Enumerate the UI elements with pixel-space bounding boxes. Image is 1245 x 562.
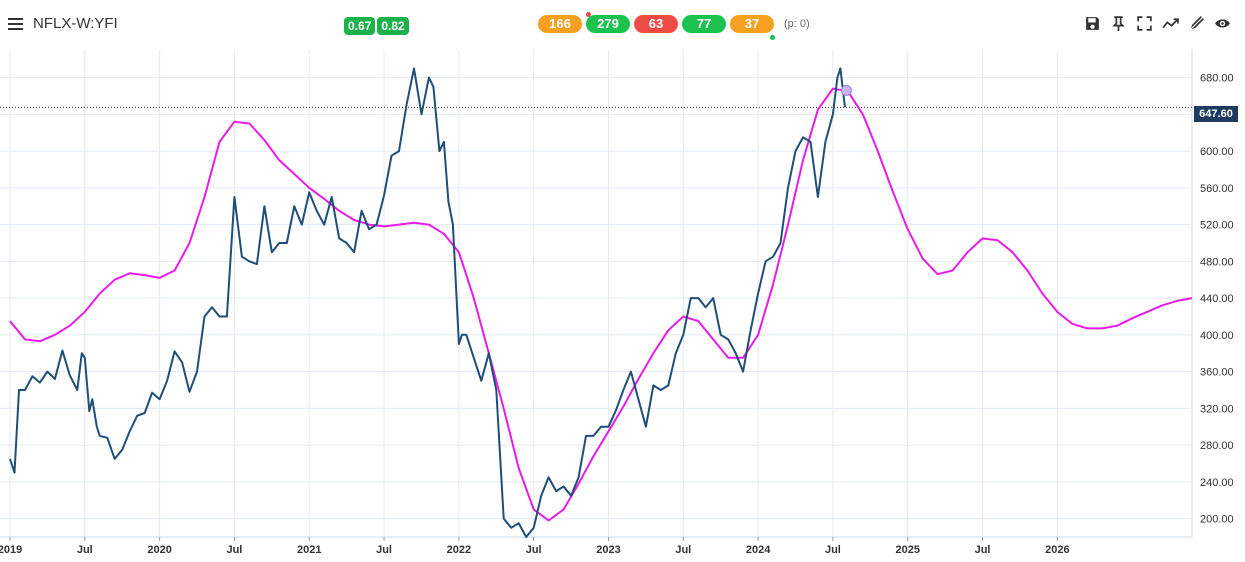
- y-tick-label: 360.00: [1200, 367, 1234, 379]
- draw-icon[interactable]: [1188, 15, 1205, 32]
- save-icon[interactable]: [1084, 15, 1101, 32]
- p-stat: (p: 0): [784, 18, 810, 30]
- x-tick-label: 2025: [895, 544, 919, 556]
- signal-pill[interactable]: 37: [730, 15, 774, 33]
- signal-pill[interactable]: 77: [682, 15, 726, 33]
- x-tick-label: Jul: [975, 544, 991, 556]
- status-dot-green: [770, 35, 775, 40]
- fullscreen-icon[interactable]: [1136, 15, 1153, 32]
- price-line: [9, 67, 846, 538]
- y-tick-label: 280.00: [1200, 440, 1234, 452]
- pin-icon[interactable]: [1110, 15, 1127, 32]
- trend-icon[interactable]: [1162, 15, 1179, 32]
- x-tick-label: Jul: [675, 544, 691, 556]
- status-dot-red: [586, 12, 591, 17]
- signal-pills: 166 279 63 77 37 (p: 0): [538, 15, 810, 33]
- x-tick-label: 2020: [147, 544, 171, 556]
- badge-value[interactable]: 0.67: [344, 17, 376, 35]
- y-tick-label: 320.00: [1200, 403, 1234, 415]
- x-tick-label: Jul: [376, 544, 392, 556]
- chart-toolbar: NFLX-W:YFI 0.67 0.82 166 279 63 77 37 (p…: [0, 0, 1245, 50]
- y-tick-label: 560.00: [1200, 183, 1234, 195]
- menu-icon[interactable]: [8, 18, 23, 30]
- x-tick-label: Jul: [77, 544, 93, 556]
- cycle-marker: [840, 84, 852, 96]
- x-tick-label: Jul: [825, 544, 841, 556]
- y-tick-label: 240.00: [1200, 477, 1234, 489]
- y-tick-label: 520.00: [1200, 220, 1234, 232]
- x-tick-label: 2023: [596, 544, 620, 556]
- y-tick-label: 600.00: [1200, 146, 1234, 158]
- x-tick-label: 2022: [447, 544, 471, 556]
- last-price-tag: 647.60: [1194, 106, 1238, 122]
- x-tick-label: 2026: [1045, 544, 1069, 556]
- x-axis: 2019 Jul 2020 Jul 2021 Jul 2022 Jul 2023 Jul 2024 J…: [0, 537, 1070, 556]
- y-tick-label: 480.00: [1200, 256, 1234, 268]
- y-tick-label: 400.00: [1200, 330, 1234, 342]
- cycle-line: [9, 87, 1193, 522]
- y-axis: 200.00 240.00 280.00 320.00 360.00 400.00 440.…: [1200, 73, 1234, 526]
- signal-pill[interactable]: 279: [586, 15, 630, 33]
- x-tick-label: 2021: [297, 544, 321, 556]
- x-tick-label: Jul: [226, 544, 242, 556]
- tool-icons: [1084, 15, 1231, 32]
- x-tick-label: 2019: [0, 544, 22, 556]
- eye-icon[interactable]: [1214, 15, 1231, 32]
- chart-series: [0, 67, 1193, 538]
- signal-pill[interactable]: 166: [538, 15, 582, 33]
- x-tick-label: 2024: [746, 544, 771, 556]
- y-tick-label: 440.00: [1200, 293, 1234, 305]
- indicator-badges: 0.67 0.82: [344, 17, 409, 35]
- y-tick-label: 200.00: [1200, 514, 1234, 526]
- x-tick-label: Jul: [526, 544, 542, 556]
- chart-grid: [0, 50, 1193, 538]
- badge-value[interactable]: 0.82: [377, 17, 409, 35]
- symbol-label[interactable]: NFLX-W:YFI: [33, 15, 118, 32]
- y-tick-label: 680.00: [1200, 73, 1234, 85]
- signal-pill[interactable]: 63: [634, 15, 678, 33]
